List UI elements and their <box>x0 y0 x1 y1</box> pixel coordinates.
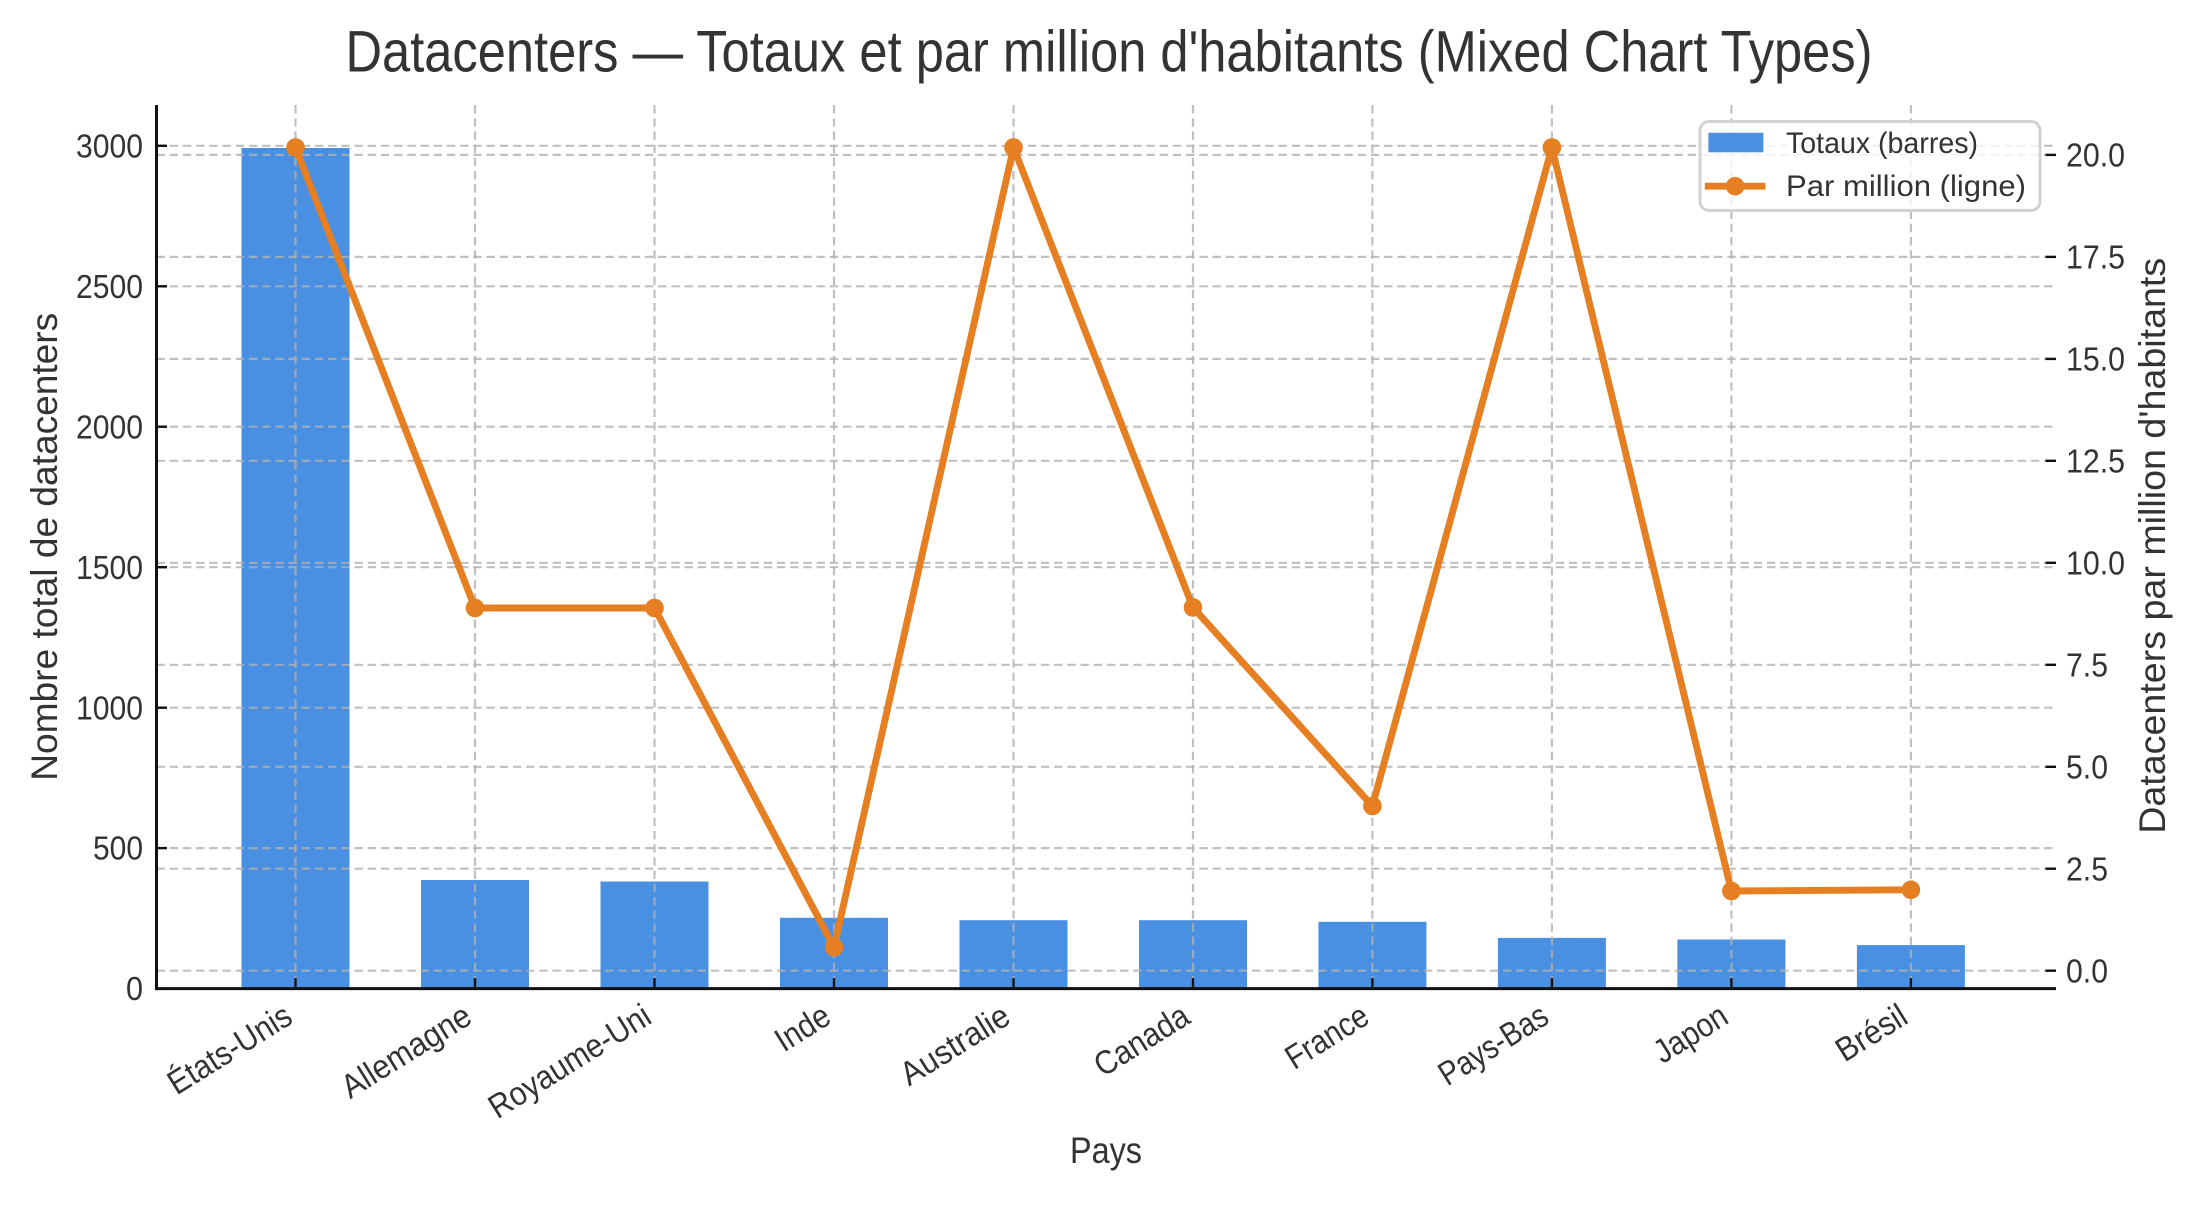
svg-text:2000: 2000 <box>76 409 143 446</box>
svg-text:1500: 1500 <box>76 550 143 587</box>
svg-text:2.5: 2.5 <box>2066 851 2108 888</box>
svg-text:3000: 3000 <box>76 128 143 165</box>
svg-text:2500: 2500 <box>76 269 143 306</box>
svg-text:20.0: 20.0 <box>2066 138 2125 175</box>
svg-text:Nombre total de datacenters: Nombre total de datacenters <box>23 313 65 781</box>
svg-text:Datacenters par million d'habi: Datacenters par million d'habitants <box>2131 258 2173 834</box>
svg-text:1000: 1000 <box>76 690 143 727</box>
svg-text:0: 0 <box>126 971 143 1008</box>
svg-text:15.0: 15.0 <box>2066 342 2125 379</box>
svg-text:10.0: 10.0 <box>2066 545 2125 582</box>
svg-text:Pays: Pays <box>1070 1129 1142 1171</box>
svg-text:Totaux (barres): Totaux (barres) <box>1786 127 1978 160</box>
svg-text:500: 500 <box>93 831 143 868</box>
svg-text:12.5: 12.5 <box>2066 443 2125 480</box>
svg-text:Datacenters — Totaux et par mi: Datacenters — Totaux et par million d'ha… <box>346 20 1873 85</box>
svg-text:Par million (ligne): Par million (ligne) <box>1786 170 2026 203</box>
svg-text:17.5: 17.5 <box>2066 240 2125 277</box>
svg-text:5.0: 5.0 <box>2066 749 2108 786</box>
svg-text:0.0: 0.0 <box>2066 953 2108 990</box>
svg-text:7.5: 7.5 <box>2066 647 2108 684</box>
